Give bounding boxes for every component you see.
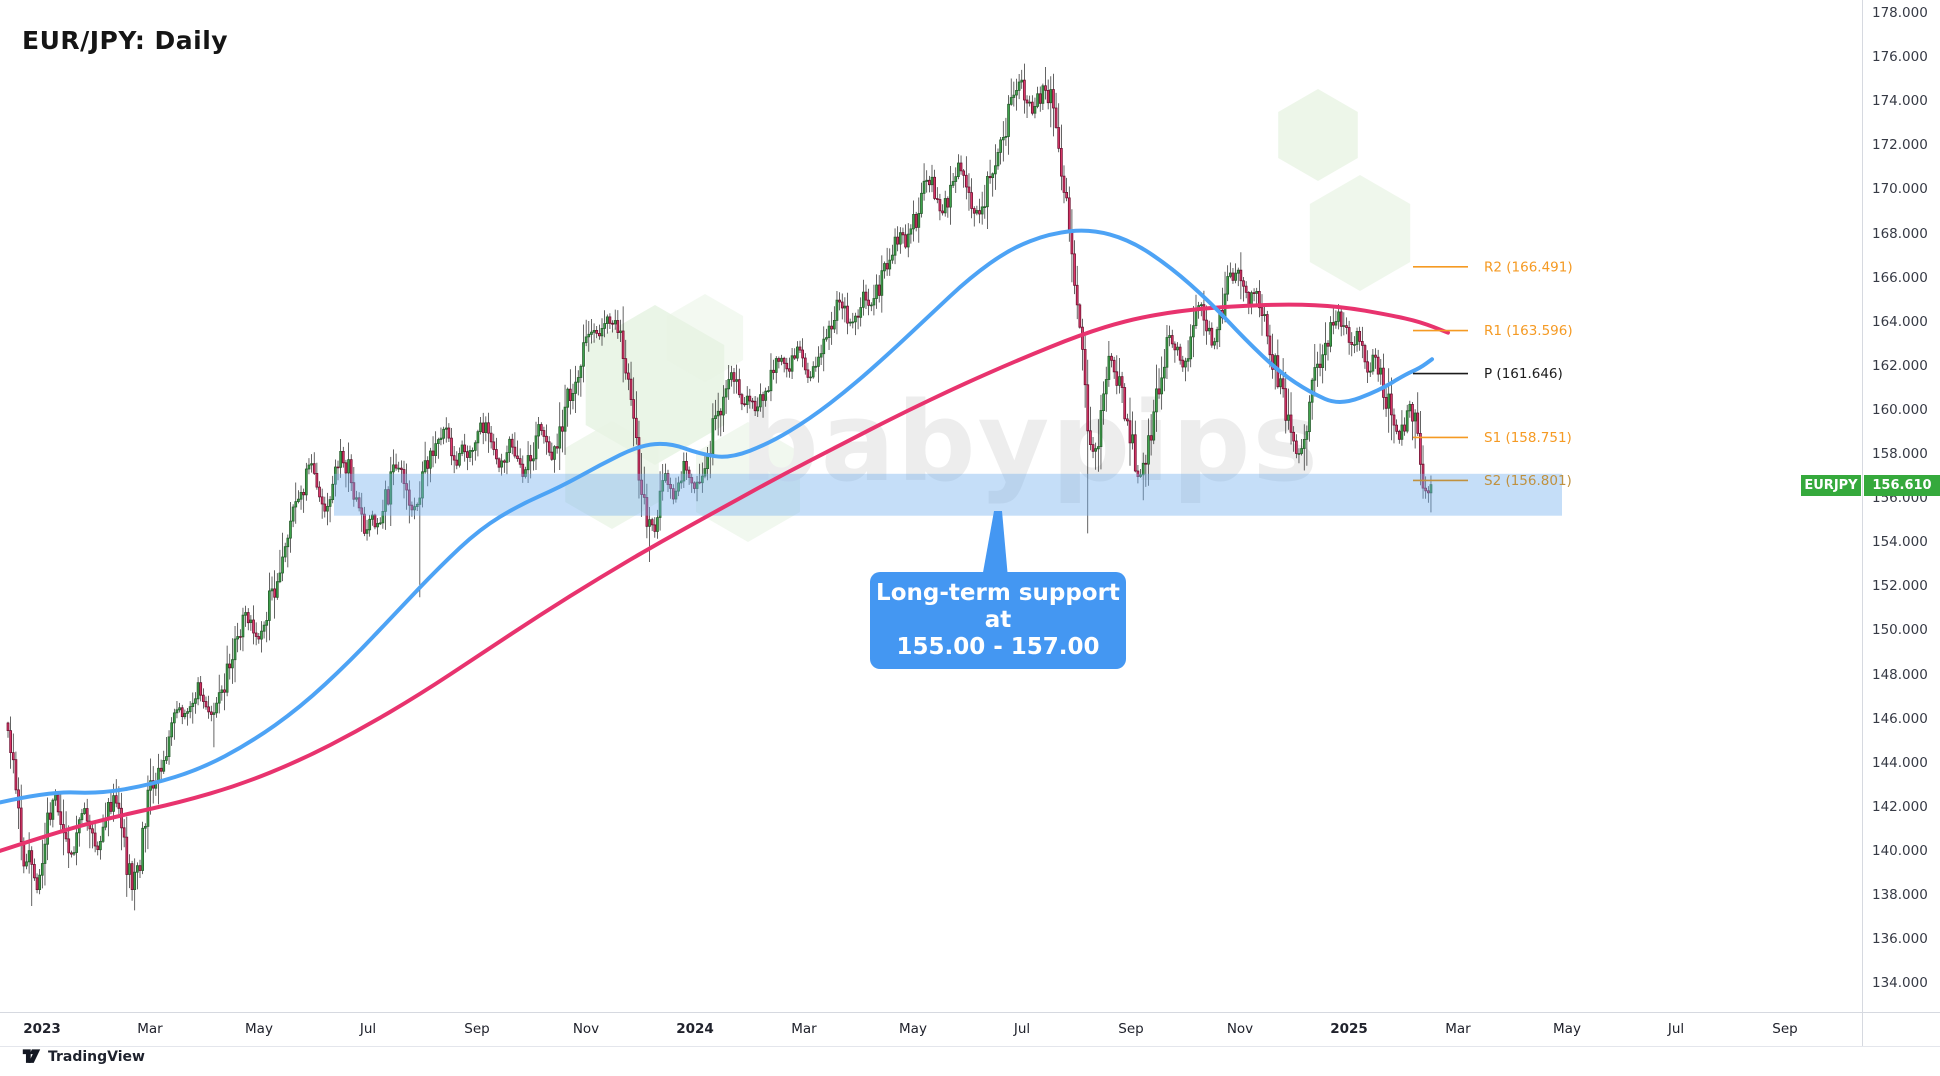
time-axis-year-label: 2025	[1330, 1021, 1368, 1037]
ma-slow-line	[0, 302, 1450, 853]
price-axis-label: 178.000	[1872, 5, 1928, 21]
time-axis-month-label: Sep	[464, 1021, 490, 1037]
plot-area[interactable]: babypips R2 (166.491) R1 (163.596) P (161.6…	[0, 0, 1862, 1012]
footer-separator	[0, 1046, 1940, 1047]
price-axis-label: 162.000	[1872, 357, 1928, 374]
price-axis-label: 152.000	[1872, 578, 1928, 595]
chart-title: EUR/JPY: Daily	[22, 26, 229, 55]
support-callout-line2: 155.00 - 157.00	[896, 634, 1100, 661]
pivot-label-R1: R1 (163.596)	[1484, 323, 1573, 339]
watermark-hexagon	[696, 422, 800, 542]
price-axis-label: 172.000	[1872, 137, 1928, 154]
price-axis-label: 136.000	[1872, 931, 1928, 948]
time-axis-month-label: Jul	[1013, 1021, 1031, 1037]
time-axis-month-label: Mar	[137, 1021, 163, 1037]
watermark-hexagon	[1309, 175, 1411, 291]
last-price-symbol: EURJPY	[1801, 475, 1861, 496]
pivot-label-S1: S1 (158.751)	[1484, 430, 1572, 446]
price-axis[interactable]: 178.000 176.000 174.000 172.000 170.000 168.0…	[1863, 0, 1940, 1012]
price-axis-label: 168.000	[1872, 225, 1928, 242]
price-axis-label: 160.000	[1872, 401, 1928, 418]
ma-fast-line	[0, 228, 1434, 805]
time-axis-month-label: May	[1553, 1021, 1581, 1037]
time-axis[interactable]: 2023 Mar May Jul Sep Nov 2024 Mar May Jul Sep Nov 20…	[0, 1013, 1862, 1046]
support-callout-line1: Long-term support at	[876, 580, 1120, 634]
price-axis-label: 150.000	[1872, 622, 1928, 639]
axis-separator-horizontal	[0, 1012, 1940, 1013]
time-axis-month-label: Nov	[1226, 1021, 1254, 1037]
pivot-label-P: P (161.646)	[1484, 366, 1563, 382]
price-axis-label: 142.000	[1872, 798, 1928, 815]
price-axis-label: 170.000	[1872, 181, 1928, 198]
watermark-hexagon	[1278, 89, 1358, 181]
candles-up	[25, 79, 1433, 890]
time-axis-month-label: Sep	[1772, 1021, 1798, 1037]
time-axis-year-label: 2023	[23, 1021, 61, 1037]
tradingview-logo-text: TradingView	[48, 1048, 145, 1065]
price-axis-label: 158.000	[1872, 446, 1928, 462]
time-axis-month-label: Jul	[1667, 1021, 1685, 1037]
price-axis-label: 140.000	[1872, 842, 1928, 859]
time-axis-month-label: May	[245, 1021, 273, 1037]
price-axis-label: 138.000	[1872, 887, 1928, 903]
price-axis-label: 176.000	[1872, 49, 1928, 66]
time-axis-month-label: Nov	[572, 1021, 600, 1037]
axis-separator-vertical	[1862, 0, 1863, 1046]
price-axis-label: 146.000	[1872, 710, 1928, 727]
price-axis-label: 144.000	[1872, 754, 1928, 771]
time-axis-month-label: Mar	[1445, 1021, 1471, 1037]
candles-down	[6, 79, 1430, 890]
time-axis-month-label: Mar	[791, 1021, 817, 1037]
watermark-hexagon	[666, 294, 744, 382]
last-price-value: 156.610	[1864, 475, 1940, 496]
price-axis-label: 174.000	[1872, 93, 1928, 110]
last-price-badge[interactable]: EURJPY 156.610	[1801, 475, 1940, 496]
pivot-label-R2: R2 (166.491)	[1484, 259, 1573, 275]
pivot-label-S2: S2 (156.801)	[1484, 473, 1572, 489]
support-callout[interactable]: Long-term support at 155.00 - 157.00	[870, 572, 1126, 670]
time-axis-month-label: Jul	[359, 1021, 377, 1037]
time-axis-month-label: Sep	[1118, 1021, 1144, 1037]
price-axis-label: 164.000	[1872, 313, 1928, 330]
time-axis-year-label: 2024	[676, 1021, 714, 1037]
support-callout-tail	[982, 511, 1008, 578]
price-axis-label: 154.000	[1872, 534, 1928, 551]
price-axis-label: 166.000	[1872, 269, 1928, 286]
support-zone[interactable]	[334, 473, 1562, 516]
time-axis-month-label: May	[899, 1021, 927, 1037]
price-axis-label: 148.000	[1872, 666, 1928, 683]
tradingview-attribution[interactable]: TradingView	[22, 1048, 145, 1065]
price-axis-label: 134.000	[1872, 975, 1928, 992]
tradingview-logo-icon	[22, 1049, 41, 1063]
